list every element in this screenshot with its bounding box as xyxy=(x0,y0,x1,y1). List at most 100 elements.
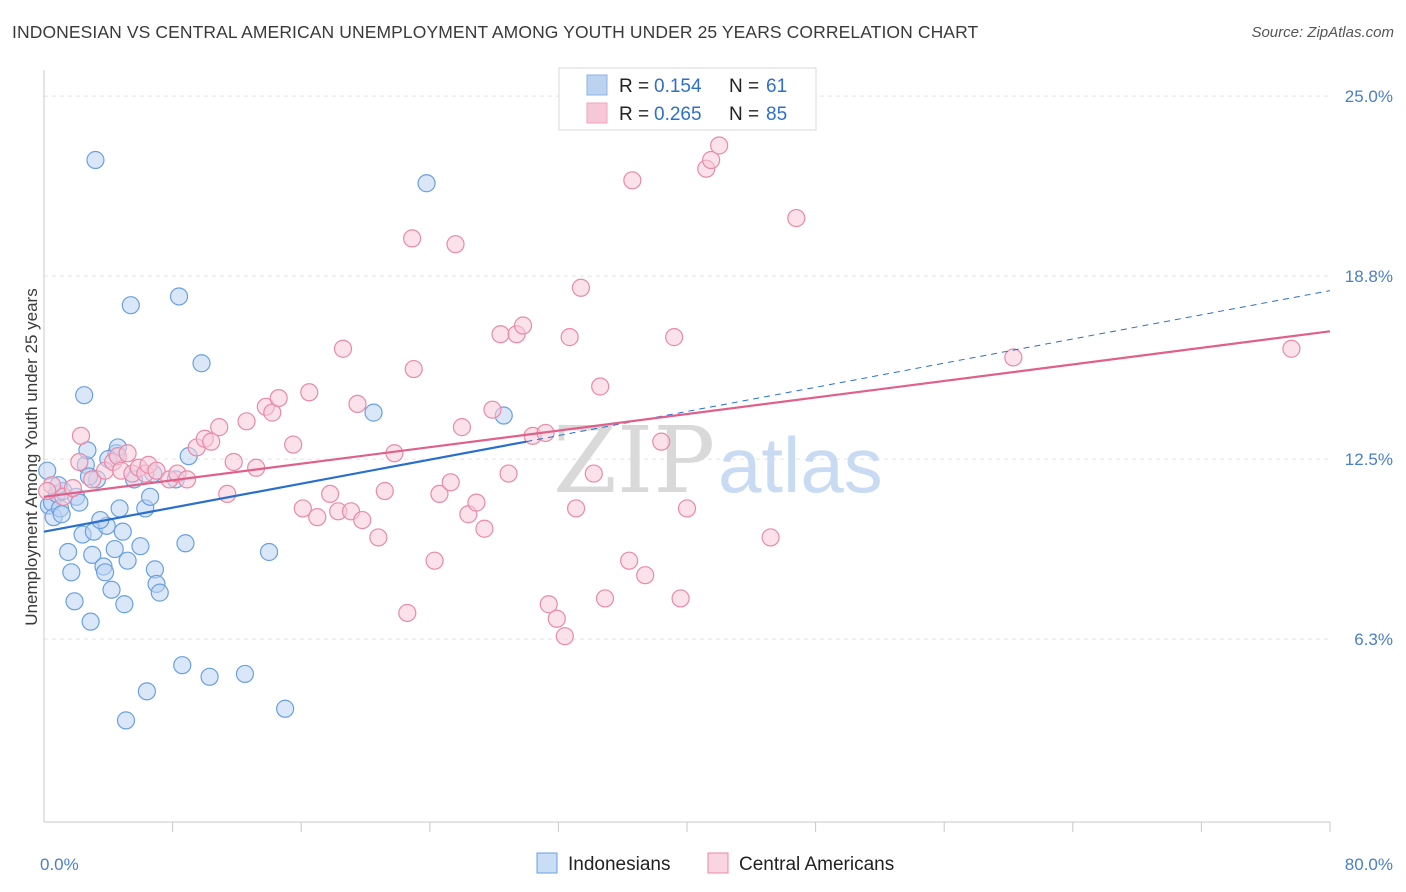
central-american-point xyxy=(308,508,327,527)
indonesian-point xyxy=(169,287,189,306)
central-american-point xyxy=(441,473,460,492)
indonesian-point xyxy=(83,545,102,564)
central-american-trend-line xyxy=(43,330,1331,498)
central-american-point xyxy=(623,171,642,190)
central-american-point xyxy=(555,627,574,646)
central-american-point xyxy=(671,589,690,608)
central-american-point xyxy=(566,499,586,518)
central-american-point xyxy=(404,359,423,379)
central-american-point xyxy=(560,328,579,347)
indonesian-point xyxy=(86,150,105,170)
central-american-point xyxy=(375,481,394,501)
indonesian-point xyxy=(52,505,71,524)
y-tick-label: 6.3% xyxy=(1354,630,1393,649)
central-american-point xyxy=(71,426,91,445)
indonesian-point xyxy=(150,583,169,602)
central-american-point xyxy=(237,412,256,431)
indonesian-point xyxy=(65,592,84,611)
watermark: ZIP atlas xyxy=(553,407,883,514)
indonesian-point xyxy=(75,386,94,405)
indonesian-point xyxy=(137,682,156,701)
indonesian-point xyxy=(364,403,383,422)
indonesian-point xyxy=(62,563,81,582)
trend-lines xyxy=(43,290,1331,533)
indonesian-point xyxy=(59,542,78,562)
central-american-point xyxy=(269,388,288,408)
central-american-point xyxy=(571,278,591,297)
central-american-point xyxy=(591,377,610,396)
central-american-point xyxy=(584,464,603,483)
central-american-point xyxy=(483,400,502,419)
central-american-point xyxy=(348,394,367,413)
legend-r-label: R = xyxy=(619,104,649,125)
central-american-point xyxy=(284,435,303,454)
legend: R = 0.154 N = 61 R = 0.265 N = 85 xyxy=(558,67,817,131)
central-american-point xyxy=(452,418,472,437)
indonesian-point xyxy=(102,580,121,599)
central-american-point xyxy=(333,339,353,358)
central-american-point xyxy=(446,235,465,254)
bottom-legend-swatch xyxy=(707,852,729,874)
legend-swatch xyxy=(586,102,608,124)
indonesian-point xyxy=(235,664,255,684)
central-american-point xyxy=(403,229,422,248)
indonesian-point xyxy=(118,551,137,570)
indonesian-point xyxy=(173,656,192,675)
indonesian-point xyxy=(200,667,219,686)
central-american-point xyxy=(677,499,697,518)
central-american-point xyxy=(425,551,444,570)
y-tick-labels: 25.0% 18.8% 12.5% 6.3% xyxy=(1345,87,1393,649)
central-american-point xyxy=(70,452,89,472)
central-american-point xyxy=(321,484,340,504)
legend-swatch xyxy=(586,74,608,96)
legend-r-label: R = xyxy=(619,76,649,97)
central-american-point xyxy=(499,464,518,483)
chart-title: INDONESIAN VS CENTRAL AMERICAN UNEMPLOYM… xyxy=(12,22,979,42)
y-tick-label: 25.0% xyxy=(1345,87,1393,106)
indonesian-point xyxy=(259,542,279,562)
legend-n-value: 85 xyxy=(766,104,787,125)
central-american-point xyxy=(430,484,449,504)
central-american-point xyxy=(652,432,671,451)
central-american-point xyxy=(293,499,312,518)
indonesian-point xyxy=(276,699,295,718)
bottom-legend-label: Central Americans xyxy=(739,854,894,875)
indonesian-point xyxy=(176,534,195,553)
central-american-point xyxy=(539,595,558,614)
indonesian-point xyxy=(417,174,436,193)
indonesian-point xyxy=(131,537,150,556)
central-american-point xyxy=(710,136,729,155)
central-american-point xyxy=(83,470,102,489)
x-tick-label: 0.0% xyxy=(40,855,79,874)
legend-n-label: N = xyxy=(729,76,759,97)
x-tick-labels: 0.0% 80.0% xyxy=(40,855,1393,874)
bottom-legend-swatch xyxy=(536,852,558,874)
central-american-point xyxy=(636,566,655,585)
indonesian-point xyxy=(105,539,124,559)
legend-r-value: 0.265 xyxy=(654,104,702,125)
central-american-point xyxy=(147,461,166,480)
central-american-point xyxy=(300,383,319,402)
legend-n-value: 61 xyxy=(766,76,787,97)
central-american-point xyxy=(398,603,417,623)
central-american-point xyxy=(224,452,243,472)
bottom-legend-label: Indonesians xyxy=(568,854,670,875)
indonesian-point xyxy=(115,595,134,614)
legend-r-value: 0.154 xyxy=(654,76,702,97)
central-american-point xyxy=(595,589,615,608)
central-american-point xyxy=(202,432,221,451)
indonesian-point xyxy=(140,487,160,506)
source-label: Source: ZipAtlas.com xyxy=(1251,24,1394,41)
central-american-point xyxy=(513,316,533,335)
central-american-point xyxy=(353,510,372,530)
y-axis-title: Unemployment Among Youth under 25 years xyxy=(22,288,41,625)
central-american-point xyxy=(761,528,780,547)
central-american-point xyxy=(475,519,494,538)
central-american-point xyxy=(1282,339,1301,358)
watermark-atlas: atlas xyxy=(718,421,883,509)
indonesian-point xyxy=(81,612,100,631)
central-american-point xyxy=(620,551,639,570)
indonesian-point xyxy=(192,354,211,373)
indonesian-point xyxy=(116,711,136,730)
